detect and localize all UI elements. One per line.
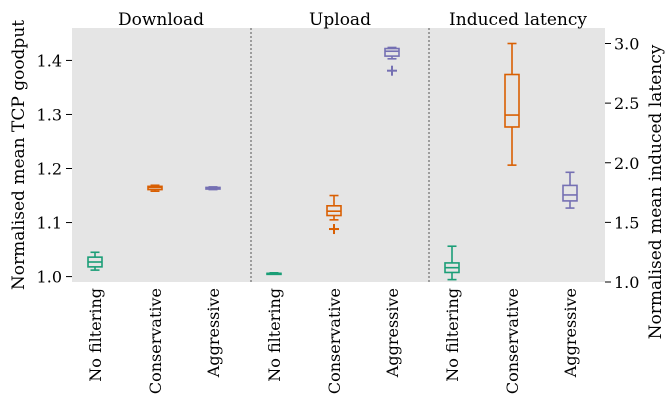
panel-title-upload: Upload xyxy=(309,10,371,30)
category-labels: No filtering Conservative Aggressive No fil… xyxy=(86,288,580,394)
category-label: No filtering xyxy=(443,288,462,382)
right-axis-label: Normalised mean induced latency xyxy=(646,44,666,339)
category-label: Aggressive xyxy=(383,288,402,378)
box-no-filtering xyxy=(87,251,103,271)
right-tick-label: 3.0 xyxy=(614,35,639,54)
box-aggressive xyxy=(562,171,578,209)
left-tick-label: 1.4 xyxy=(37,51,62,70)
panel-title-download: Download xyxy=(118,10,204,30)
box-no-filtering xyxy=(266,272,282,276)
left-tick-label: 1.3 xyxy=(37,105,62,124)
left-tick-label: 1.2 xyxy=(37,160,62,179)
box-body xyxy=(504,73,520,128)
panel-title-induced-latency: Induced latency xyxy=(449,10,587,30)
box-body xyxy=(562,184,578,202)
left-axis-ticks: 1.0 1.1 1.2 1.3 1.4 xyxy=(37,51,72,287)
category-label: No filtering xyxy=(86,288,105,382)
box-no-filtering xyxy=(444,245,460,281)
right-axis-ticks: 1.0 1.5 2.0 2.5 3.0 xyxy=(605,35,639,292)
right-tick-label: 1.5 xyxy=(614,213,639,232)
category-label: Conservative xyxy=(146,288,165,394)
box-conservative xyxy=(504,42,520,166)
category-label: Conservative xyxy=(503,288,522,394)
box-aggressive xyxy=(384,46,400,76)
category-label: Aggressive xyxy=(204,288,223,378)
box-body xyxy=(384,47,400,57)
outlier-marker xyxy=(329,224,339,235)
left-tick-label: 1.1 xyxy=(37,214,62,233)
left-tick-label: 1.0 xyxy=(37,268,62,287)
category-label: No filtering xyxy=(265,288,284,382)
outlier-marker xyxy=(387,65,397,76)
left-axis-label: Normalised mean TCP goodput xyxy=(9,20,29,290)
right-tick-label: 2.0 xyxy=(614,154,639,173)
box-conservative xyxy=(147,184,163,193)
right-tick-label: 1.0 xyxy=(614,273,639,292)
box-marks xyxy=(87,42,578,281)
category-label: Aggressive xyxy=(561,288,580,378)
right-tick-label: 2.5 xyxy=(614,94,639,113)
plot-area-background xyxy=(72,28,605,282)
category-label: Conservative xyxy=(325,288,344,394)
box-conservative xyxy=(326,194,342,235)
box-aggressive xyxy=(205,186,221,191)
